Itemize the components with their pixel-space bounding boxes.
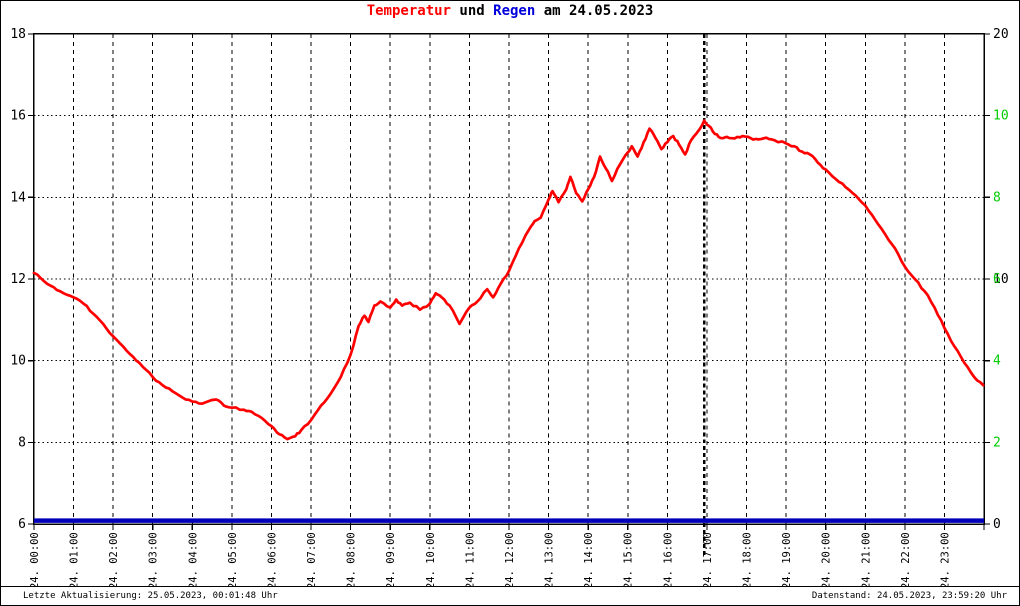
x-axis-tick-label: 24. 12:00 xyxy=(504,532,516,587)
x-axis-tick-label: 24. 06:00 xyxy=(266,532,278,587)
x-axis-tick-label: 24. 22:00 xyxy=(900,532,912,587)
right-axis-tick-label: 20 xyxy=(993,27,1009,42)
data-timestamp-text: Datenstand: 24.05.2023, 23:59:20 Uhr xyxy=(811,591,1007,601)
x-axis-tick-label: 24. 21:00 xyxy=(860,532,872,587)
x-axis-tick-label: 24. 02:00 xyxy=(108,532,120,587)
right-axis-tick-label: 0 xyxy=(993,517,1001,532)
x-axis-tick-label: 24. 15:00 xyxy=(623,532,635,587)
right-axis-tick-label: 2 xyxy=(993,435,1001,450)
x-axis-tick-label: 24. 20:00 xyxy=(821,532,833,587)
right-axis-tick-label: 6 xyxy=(993,272,1001,287)
title-part-2: Regen xyxy=(493,3,536,19)
x-axis-tick-label: 24. 09:00 xyxy=(385,532,397,587)
last-update-text: Letzte Aktualisierung: 25.05.2023, 00:01… xyxy=(23,591,278,601)
x-axis-labels: 24. 00:00 24. 01:00 24. 02:00 24. 03:00 24. … xyxy=(29,532,952,587)
left-axis-tick-label: 6 xyxy=(18,517,26,532)
x-axis-tick-label: 24. 17:00 xyxy=(702,532,714,587)
x-axis-tick-label: 24. 18:00 xyxy=(742,532,754,587)
left-axis-tick-label: 18 xyxy=(10,27,26,42)
x-axis-tick-label: 24. 07:00 xyxy=(306,532,318,587)
right-axis-tick-label: 10 xyxy=(993,272,1009,287)
x-axis-tick-label: 24. 19:00 xyxy=(781,532,793,587)
x-axis-tick-label: 24. 01:00 xyxy=(69,532,81,587)
right-axis-tick-label: 10 xyxy=(993,109,1009,124)
left-axis-tick-label: 12 xyxy=(10,272,26,287)
x-axis-tick-label: 24. 04:00 xyxy=(187,532,199,587)
x-axis-tick-label: 24. 10:00 xyxy=(425,532,437,587)
right-axis-tick-label: 8 xyxy=(993,190,1001,205)
x-axis-tick-label: 24. 08:00 xyxy=(346,532,358,587)
x-axis-tick-label: 24. 13:00 xyxy=(544,532,556,587)
title-part-0: Temperatur xyxy=(366,3,451,19)
x-axis-tick-label: 24. 03:00 xyxy=(148,532,160,587)
title-part-1: und xyxy=(450,3,494,19)
right-axis-tick-label: 4 xyxy=(993,354,1001,369)
left-axis-labels: 18 16 14 12 10 8 6 xyxy=(10,27,26,532)
left-axis-tick-label: 16 xyxy=(10,109,26,124)
left-axis-tick-label: 14 xyxy=(10,190,26,205)
x-axis-tick-label: 24. 23:00 xyxy=(939,532,951,587)
title-part-3: am 24.05.2023 xyxy=(535,3,654,19)
x-axis-tick-label: 24. 00:00 xyxy=(29,532,41,587)
status-bar: Letzte Aktualisierung: 25.05.2023, 00:01… xyxy=(1,586,1019,605)
x-axis-tick-label: 24. 11:00 xyxy=(464,532,476,587)
left-axis-tick-label: 8 xyxy=(18,435,26,450)
x-axis-tick-label: 24. 16:00 xyxy=(662,532,674,587)
axis-ticks xyxy=(27,33,991,531)
chart-title: Temperatur und Regen am 24.05.2023 xyxy=(1,3,1019,19)
x-axis-tick-label: 24. 14:00 xyxy=(583,532,595,587)
left-axis-tick-label: 10 xyxy=(10,354,26,369)
x-axis-tick-label: 24. 05:00 xyxy=(227,532,239,587)
vertical-gridlines xyxy=(73,33,945,525)
temperature-curve xyxy=(32,119,985,441)
